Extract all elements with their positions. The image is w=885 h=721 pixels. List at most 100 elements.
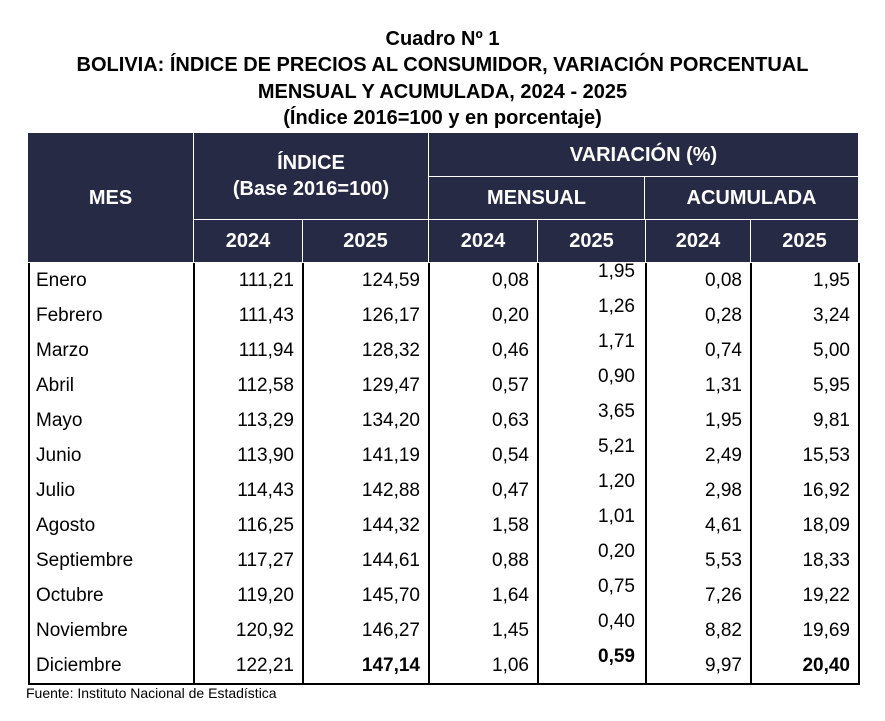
value-cell: 1,06 [492, 655, 529, 676]
column-line [537, 263, 539, 683]
value-cell: 0,75 [598, 576, 635, 597]
bottom-line [28, 683, 860, 685]
value-cell: 1,31 [705, 375, 742, 396]
column-line [858, 263, 860, 683]
header-cell: MENSUAL [429, 177, 644, 219]
value-cell: 0,20 [598, 541, 635, 562]
value-cell: 8,82 [705, 620, 742, 641]
value-cell: 114,43 [237, 480, 294, 501]
value-cell: 119,20 [237, 585, 294, 606]
value-cell: 1,01 [598, 506, 635, 527]
value-cell: 112,58 [237, 375, 294, 396]
value-cell: 4,61 [705, 515, 742, 536]
value-cell: 146,27 [361, 620, 420, 641]
value-cell: 0,59 [598, 646, 635, 667]
value-cell: 1,20 [598, 471, 635, 492]
value-cell: 19,22 [802, 585, 850, 606]
value-cell: 0,08 [705, 270, 742, 291]
month-cell: Octubre [36, 585, 104, 606]
column-line [302, 263, 304, 683]
value-cell: 0,46 [492, 340, 529, 361]
column-line [750, 263, 752, 683]
value-cell: 0,54 [492, 445, 529, 466]
value-cell: 3,65 [598, 401, 635, 422]
value-cell: 0,20 [492, 305, 529, 326]
value-cell: 5,00 [813, 340, 850, 361]
value-cell: 1,58 [492, 515, 529, 536]
value-cell: 1,95 [813, 270, 850, 291]
column-line [28, 263, 30, 683]
header-cell: 2024 [194, 220, 302, 262]
header-cell: 2025 [303, 220, 428, 262]
month-cell: Agosto [36, 515, 96, 536]
value-cell: 145,70 [361, 585, 420, 606]
value-cell: 3,24 [813, 305, 850, 326]
value-cell: 116,25 [237, 515, 294, 536]
header-text: (Base 2016=100) [232, 178, 390, 200]
column-line [193, 263, 195, 683]
value-cell: 111,43 [238, 305, 294, 326]
header-cell: MES [28, 133, 193, 262]
title: (Índice 2016=100 y en porcentaje) [283, 107, 602, 129]
month-cell: Diciembre [36, 655, 122, 676]
title: Cuadro Nº 1 [385, 28, 500, 50]
month-cell: Abril [36, 375, 75, 396]
value-cell: 0,57 [492, 375, 529, 396]
value-cell: 1,26 [598, 296, 635, 317]
value-cell: 142,88 [361, 480, 420, 501]
value-cell: 113,29 [237, 410, 294, 431]
value-cell: 9,97 [705, 655, 742, 676]
header-cell: VARIACIÓN (%) [429, 133, 858, 176]
value-cell: 117,27 [237, 550, 294, 571]
value-cell: 141,19 [361, 445, 420, 466]
value-cell: 144,32 [361, 515, 420, 536]
value-cell: 1,95 [598, 261, 635, 282]
value-cell: 0,88 [492, 550, 529, 571]
value-cell: 1,71 [598, 331, 635, 352]
value-cell: 147,14 [361, 655, 420, 676]
value-cell: 111,94 [238, 340, 294, 361]
value-cell: 5,53 [705, 550, 742, 571]
header-cell: ACUMULADA [645, 177, 858, 219]
value-cell: 122,21 [235, 655, 294, 676]
value-cell: 126,17 [361, 305, 420, 326]
value-cell: 20,40 [802, 655, 850, 676]
value-cell: 134,20 [361, 410, 420, 431]
header-cell: 2024 [646, 220, 750, 262]
month-cell: Junio [36, 445, 82, 466]
value-cell: 111,21 [238, 270, 294, 291]
value-cell: 0,28 [705, 305, 742, 326]
value-cell: 0,08 [492, 270, 529, 291]
value-cell: 15,53 [802, 445, 850, 466]
month-cell: Marzo [36, 340, 89, 361]
month-cell: Noviembre [36, 620, 128, 641]
value-cell: 129,47 [361, 375, 420, 396]
value-cell: 2,98 [705, 480, 742, 501]
month-cell: Mayo [36, 410, 83, 431]
value-cell: 5,21 [598, 436, 635, 457]
column-line [645, 263, 647, 683]
month-cell: Julio [36, 480, 76, 501]
title: BOLIVIA: ÍNDICE DE PRECIOS AL CONSUMIDOR… [76, 54, 809, 76]
value-cell: 5,95 [813, 375, 850, 396]
value-cell: 9,81 [813, 410, 850, 431]
header-cell: 2025 [538, 220, 645, 262]
value-cell: 16,92 [802, 480, 850, 501]
month-cell: Septiembre [36, 550, 134, 571]
value-cell: 124,59 [361, 270, 420, 291]
header-cell: 2024 [429, 220, 537, 262]
column-line [428, 263, 430, 683]
value-cell: 128,32 [361, 340, 420, 361]
value-cell: 0,63 [492, 410, 529, 431]
value-cell: 1,45 [492, 620, 529, 641]
value-cell: 0,74 [705, 340, 742, 361]
value-cell: 19,69 [802, 620, 850, 641]
value-cell: 144,61 [361, 550, 420, 571]
value-cell: 113,90 [237, 445, 294, 466]
header-cell: ÍNDICE (Base 2016=100) [194, 133, 428, 219]
value-cell: 1,64 [492, 585, 529, 606]
value-cell: 120,92 [235, 620, 294, 641]
value-cell: 18,09 [802, 515, 850, 536]
month-cell: Febrero [36, 305, 103, 326]
month-cell: Enero [36, 270, 87, 291]
